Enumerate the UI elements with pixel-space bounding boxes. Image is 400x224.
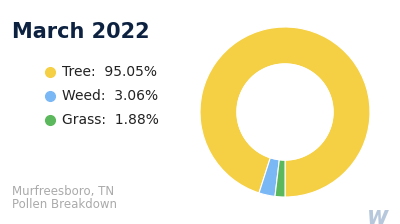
Text: Weed:  3.06%: Weed: 3.06% xyxy=(62,89,158,103)
Wedge shape xyxy=(259,158,279,196)
Text: Pollen Breakdown: Pollen Breakdown xyxy=(12,198,117,211)
Text: Grass:  1.88%: Grass: 1.88% xyxy=(62,113,159,127)
Text: March 2022: March 2022 xyxy=(12,22,150,42)
Text: w: w xyxy=(367,205,389,224)
Text: Tree:  95.05%: Tree: 95.05% xyxy=(62,65,157,79)
Wedge shape xyxy=(200,27,370,197)
Text: Murfreesboro, TN: Murfreesboro, TN xyxy=(12,185,114,198)
Wedge shape xyxy=(275,160,285,197)
Circle shape xyxy=(237,64,333,160)
